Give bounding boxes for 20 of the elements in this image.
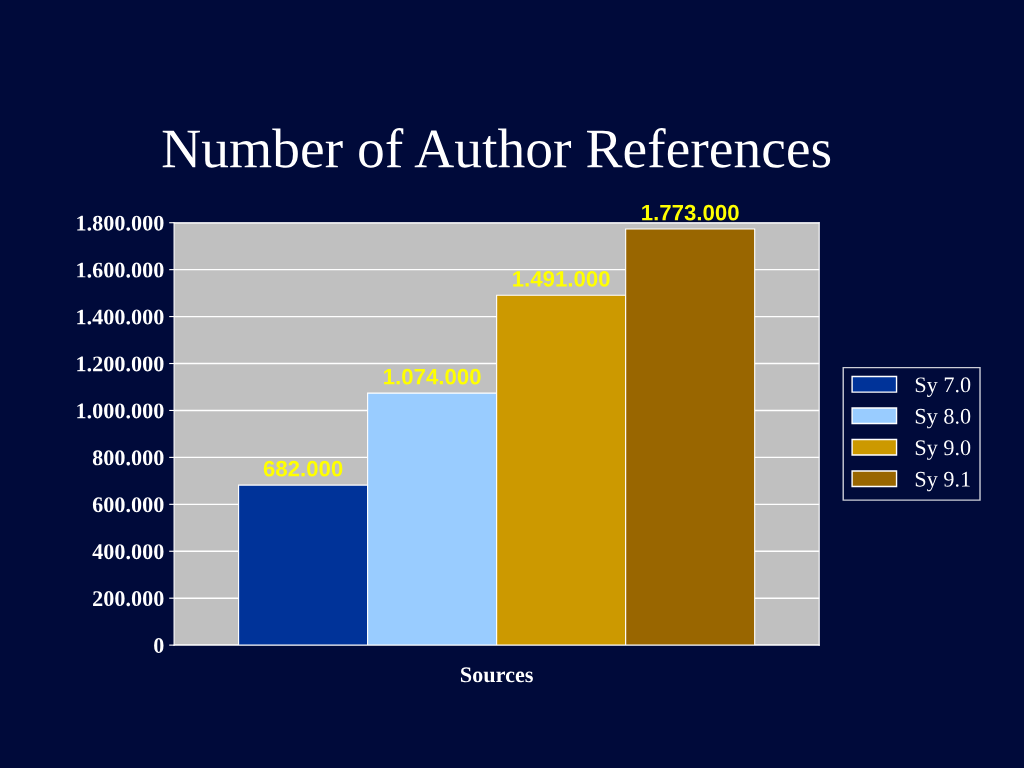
legend-label: Sy 9.1 [915, 471, 970, 492]
text: 1.773.000 [642, 204, 739, 221]
legend-label: Sy 8.0 [915, 408, 971, 429]
y-tick-label: 800.000 [92, 450, 164, 466]
y-tick-label: 600.000 [92, 497, 164, 513]
y-tick-label: 400.000 [92, 544, 164, 560]
x-axis-title: Sources [460, 667, 533, 683]
y-tick-label: 1.600.000 [77, 262, 164, 278]
y-tick-label: 0 [154, 638, 164, 654]
legend-label: Sy 9.0 [915, 440, 971, 460]
text: 1.491.000 [513, 270, 610, 287]
y-tick-label: 1.800.000 [77, 215, 164, 231]
text: 682.000 [263, 460, 343, 477]
y-tick-label: 200.000 [93, 591, 164, 607]
chart-title: Number of Author References [162, 128, 831, 168]
text: 1.074.000 [384, 368, 481, 385]
y-tick-label: 1.200.000 [77, 356, 164, 372]
legend-label: Sy 7.0 [915, 377, 971, 397]
y-tick-label: 1.000.000 [77, 403, 164, 419]
y-tick-label: 1.400.000 [77, 309, 164, 325]
